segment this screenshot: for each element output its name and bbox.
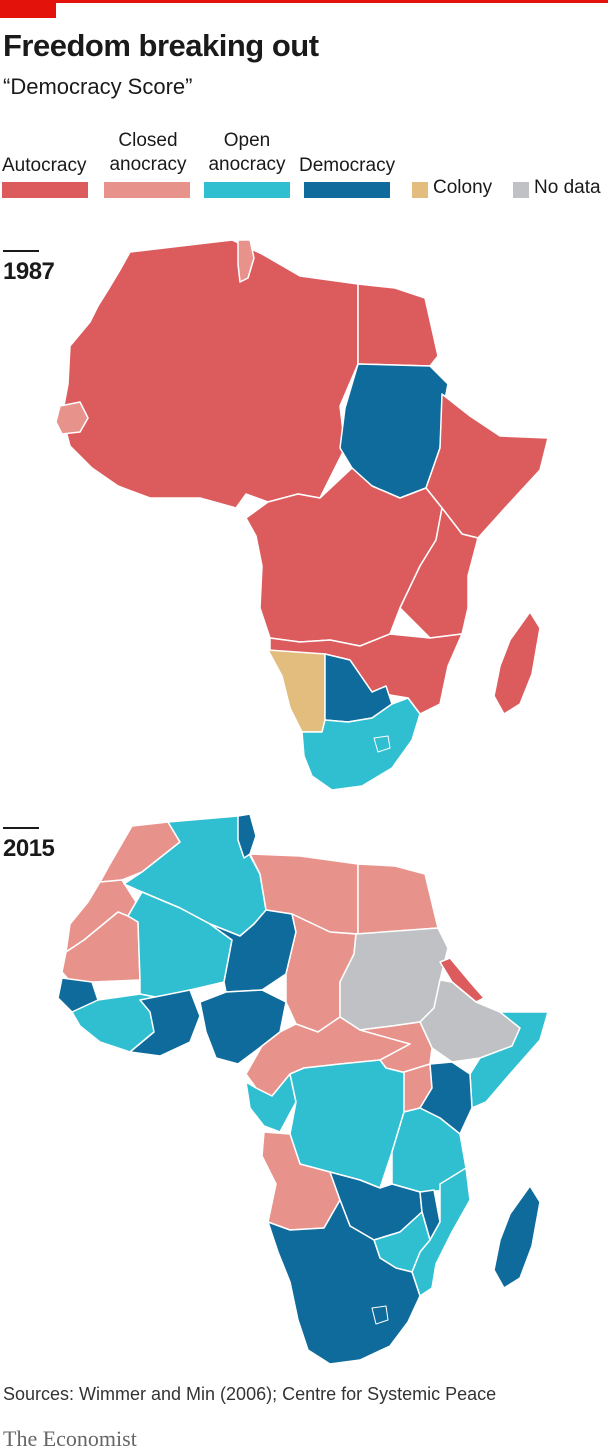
legend-swatch-autocracy	[2, 182, 88, 198]
legend-label-no-data: No data	[534, 177, 601, 198]
legend-swatch-democracy	[304, 182, 390, 198]
region-southern-africa-2015	[267, 1199, 421, 1365]
year-rule-2015	[3, 827, 39, 829]
legend-swatch-no-data	[513, 182, 529, 198]
chart-subtitle: “Democracy Score”	[3, 74, 193, 99]
map-2015	[57, 813, 549, 1365]
brand-logo: The Economist	[3, 1426, 137, 1451]
year-label-1987: 1987	[3, 258, 55, 285]
legend-swatch-colony	[412, 182, 428, 198]
legend-label-open-anocracy: Open anocracy	[208, 130, 286, 175]
region-madagascar-2015	[493, 1185, 541, 1289]
top-red-tab	[0, 0, 56, 18]
region-lesotho-2015	[371, 1305, 389, 1325]
legend-label-closed-anocracy: Closed anocracy	[109, 130, 187, 175]
map-1987	[55, 239, 549, 791]
legend-swatch-open-anocracy	[204, 182, 290, 198]
legend-label-autocracy: Autocracy	[2, 155, 87, 176]
region-ivory-ghana	[129, 989, 201, 1057]
legend-label-colony: Colony	[433, 177, 493, 198]
region-north-africa	[61, 239, 359, 509]
legend-label-democracy: Democracy	[299, 155, 396, 176]
region-south-africa	[301, 697, 421, 791]
region-senegal	[55, 401, 89, 435]
year-label-2015: 2015	[3, 835, 55, 862]
year-rule-1987	[3, 250, 39, 252]
region-egypt	[357, 283, 439, 367]
source-note: Sources: Wimmer and Min (2006); Centre f…	[3, 1384, 497, 1404]
region-mali	[127, 891, 233, 999]
legend-swatch-closed-anocracy	[104, 182, 190, 198]
top-red-rule	[0, 0, 608, 3]
region-egypt-2015	[357, 863, 439, 935]
region-mozambique	[411, 1167, 471, 1297]
region-madagascar	[493, 611, 541, 715]
region-namibia	[267, 649, 326, 733]
region-horn-of-africa	[425, 393, 549, 539]
region-lesotho	[373, 735, 391, 753]
chart-title: Freedom breaking out	[3, 28, 319, 63]
region-tunisia	[237, 239, 255, 283]
